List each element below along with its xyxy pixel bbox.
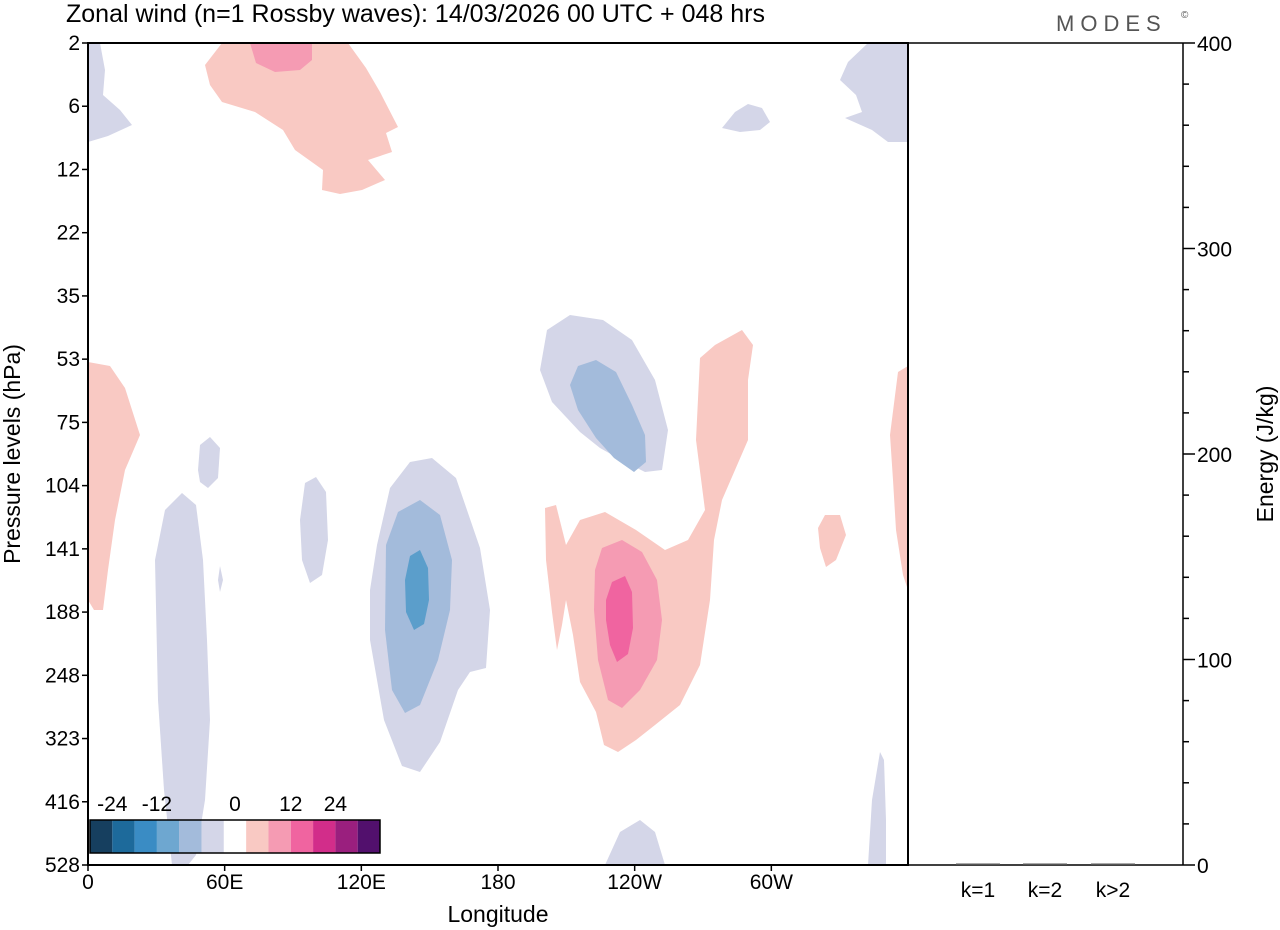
- colorbar-tick-label: 0: [229, 793, 241, 816]
- neg-upper-60W-region: [722, 104, 770, 132]
- y-tick-label: 6: [68, 95, 80, 118]
- pos-small-60W-region: [818, 515, 846, 567]
- y-tick-label: 416: [45, 791, 80, 814]
- colorbar-swatch: [290, 820, 314, 853]
- x-tick-label: 120W: [607, 871, 662, 894]
- colorbar-frame: [89, 819, 381, 854]
- y-tick-label: 53: [57, 348, 80, 371]
- y-tick-label: 248: [45, 664, 80, 687]
- pos-upper-60E-region: [205, 43, 398, 194]
- neg-bottom-120W-region: [605, 820, 665, 865]
- energy-tick-label: 200: [1197, 444, 1232, 467]
- colorbar-swatch: [112, 820, 135, 853]
- y-tick-label: 141: [45, 538, 80, 561]
- chart-title: Zonal wind (n=1 Rossby waves): 14/03/202…: [66, 0, 765, 28]
- energy-bars: k=1 k=2 k>2: [956, 863, 1135, 902]
- energy-tick-label: 300: [1197, 239, 1232, 262]
- colorbar-tick-label: 12: [279, 793, 302, 816]
- y-tick-label: 12: [57, 158, 80, 181]
- x-tick-label: 120E: [337, 871, 386, 894]
- neg-upper-right-edge-region: [840, 43, 908, 142]
- energy-category-label: k=2: [1028, 879, 1062, 902]
- colorbar: -24 -12 0 12 24: [89, 793, 381, 854]
- energy-axis-label: Energy (J/kg): [1252, 386, 1278, 523]
- neg-upper-left-edge-region: [88, 43, 132, 142]
- energy-tick-label: 100: [1197, 650, 1232, 673]
- neg-100E-region: [300, 477, 328, 583]
- y-tick-label: 35: [57, 285, 80, 308]
- energy-category-label: k>2: [1096, 879, 1130, 902]
- pos-right-edge-region: [890, 366, 908, 590]
- pos-120W-core-region: [606, 576, 633, 662]
- y-tick-label: 75: [57, 411, 80, 434]
- neg-sliver-region: [218, 566, 223, 592]
- energy-tick-label: 0: [1197, 855, 1209, 878]
- energy-bar: [1023, 863, 1067, 865]
- colorbar-swatch: [223, 820, 247, 853]
- colorbar-swatch: [201, 820, 224, 853]
- energy-ticks: 0 100 200 300 400: [1183, 33, 1232, 878]
- colorbar-tick-label: 24: [324, 793, 348, 816]
- energy-bar: [956, 863, 1000, 865]
- y-tick-label: 188: [45, 601, 80, 624]
- x-axis-longitude: 0 60E 120E 180 120W 60W: [82, 865, 793, 894]
- colorbar-swatch: [357, 820, 380, 853]
- neg-150W-mid-region: [570, 360, 646, 472]
- x-tick-label: 60W: [750, 871, 793, 894]
- y-tick-label: 323: [45, 728, 80, 751]
- contour-panel: [87, 42, 909, 866]
- x-tick-label: 60E: [206, 871, 243, 894]
- colorbar-swatch: [179, 820, 202, 853]
- y-tick-label: 22: [57, 222, 80, 245]
- colorbar-swatch: [268, 820, 291, 853]
- neg-40E-column-region: [155, 493, 210, 865]
- x-tick-label: 0: [82, 871, 94, 894]
- colorbar-swatch: [156, 820, 180, 853]
- y-tick-label: 104: [45, 475, 80, 498]
- modes-logo: MODES: [1056, 11, 1167, 36]
- y-axis-label: Pressure levels (hPa): [0, 344, 25, 564]
- energy-panel: 0 100 200 300 400 k=1 k=2 k>2: [908, 33, 1232, 902]
- colorbar-swatch: [335, 820, 358, 853]
- energy-tick-label: 400: [1197, 33, 1232, 56]
- colorbar-swatch: [134, 820, 157, 853]
- colorbar-swatch: [246, 820, 269, 853]
- y-tick-label: 2: [68, 32, 80, 55]
- logo-copyright-mark: ©: [1181, 10, 1189, 21]
- neg-bottom-right-region: [868, 752, 886, 865]
- colorbar-swatch: [90, 820, 113, 853]
- x-tick-label: 180: [480, 871, 515, 894]
- y-tick-label: 528: [45, 854, 80, 877]
- pos-upper-60E-core-region: [250, 43, 312, 72]
- colorbar-tick-label: -12: [142, 793, 172, 816]
- colorbar-swatch: [313, 820, 336, 853]
- colorbar-tick-label: -24: [97, 793, 128, 816]
- x-axis-label: Longitude: [447, 901, 548, 927]
- pos-left-edge-region: [88, 362, 140, 610]
- neg-140E-core-region: [405, 550, 429, 630]
- y-axis-pressure: 2 6 12 22 35 53 75 104 141 188 248 323 416 528: [45, 32, 88, 877]
- neg-small-30E-region: [198, 437, 220, 488]
- energy-bar: [1091, 863, 1135, 865]
- energy-category-label: k=1: [961, 879, 995, 902]
